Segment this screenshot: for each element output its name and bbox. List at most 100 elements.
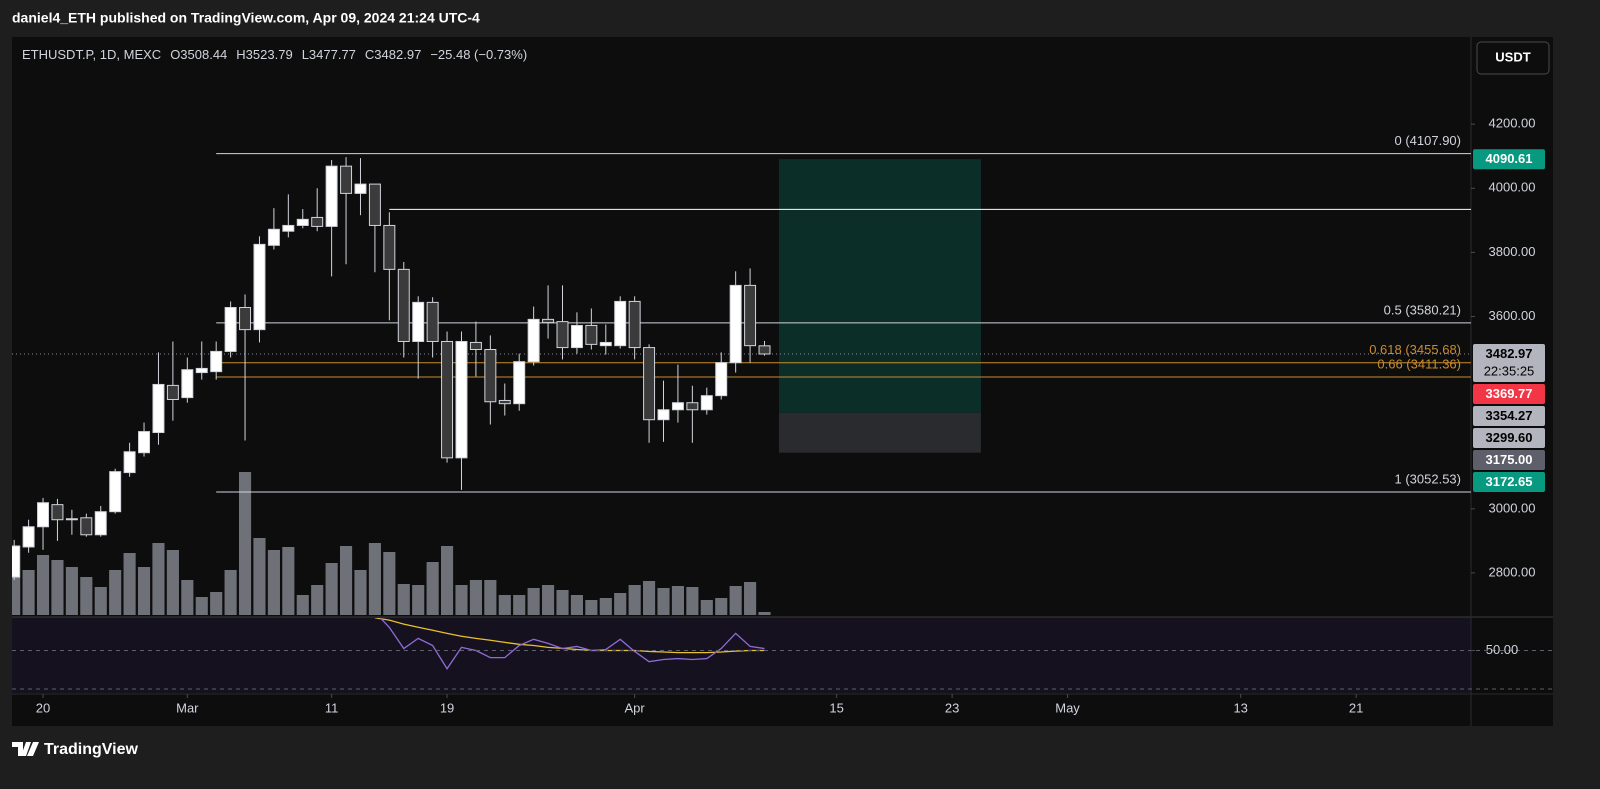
- candle-body: [37, 502, 50, 528]
- price-label-box: [1473, 149, 1545, 170]
- volume-bar: [542, 585, 555, 615]
- x-tick-label: 23: [945, 700, 959, 715]
- candle-body: [195, 367, 208, 374]
- candle-body: [614, 300, 627, 347]
- x-tick-label: 20: [36, 700, 50, 715]
- x-tick-label: 13: [1233, 700, 1247, 715]
- candle-body: [426, 301, 439, 342]
- y-tick-label: 2800.00: [1489, 564, 1536, 579]
- candle-body: [383, 224, 396, 270]
- candle-body: [484, 349, 497, 403]
- candle-body: [412, 301, 425, 342]
- volume-bar: [397, 584, 410, 615]
- volume-bar: [181, 580, 194, 615]
- brand-logo: [12, 742, 39, 756]
- candle-body: [282, 224, 295, 232]
- candle-body: [744, 284, 757, 347]
- volume-bar: [152, 543, 165, 615]
- volume-bar: [296, 595, 309, 615]
- candle-body: [311, 216, 324, 227]
- price-label: 3175.00: [1486, 452, 1533, 467]
- volume-bar: [282, 547, 295, 615]
- candle-body: [441, 340, 454, 459]
- y-tick-label: 3800.00: [1489, 244, 1536, 259]
- price-label: 3299.60: [1486, 430, 1533, 445]
- candle-body: [599, 341, 612, 347]
- candle-body: [368, 183, 381, 226]
- volume-bar: [715, 598, 728, 615]
- candle-body: [397, 268, 410, 342]
- candle-body: [686, 402, 699, 411]
- volume-bar: [51, 560, 64, 615]
- legend-open: O3508.44: [170, 47, 227, 62]
- candle-body: [700, 395, 713, 411]
- candle-body: [758, 345, 771, 355]
- y-tick-label: 3600.00: [1489, 308, 1536, 323]
- price-label: 3172.65: [1486, 474, 1533, 489]
- volume-bar: [238, 472, 252, 615]
- price-label-box: [1473, 343, 1545, 382]
- volume-bar: [628, 585, 641, 615]
- x-tick-label: Mar: [176, 700, 199, 715]
- legend: ETHUSDT.P, 1D, MEXC O3508.44 H3523.79 L3477…: [22, 47, 527, 62]
- candle-body: [715, 362, 728, 397]
- volume-bar: [469, 580, 482, 615]
- fib-label: 0.66 (3411.36): [1377, 356, 1461, 371]
- volume-bar: [22, 570, 35, 615]
- volume-bar: [339, 546, 353, 615]
- candle-body: [296, 218, 309, 226]
- candle-body: [166, 384, 179, 401]
- rsi-plot: [374, 618, 765, 670]
- volume-bar: [527, 588, 540, 615]
- volume-bar: [224, 570, 237, 615]
- fib-label: 1 (3052.53): [1395, 471, 1462, 486]
- volume-bar: [643, 581, 656, 615]
- candle-body: [643, 347, 656, 421]
- currency-label[interactable]: USDT: [1495, 49, 1530, 64]
- publisher: daniel4_ETH published on TradingView.com…: [12, 10, 480, 26]
- volume-bar: [412, 585, 425, 615]
- volume-bar: [455, 585, 468, 615]
- volume-bar: [744, 582, 757, 615]
- price-label-box: [1473, 427, 1545, 448]
- y-tick-label: 4000.00: [1489, 180, 1536, 195]
- candle-body: [138, 431, 151, 454]
- currency-button[interactable]: USDT: [1476, 41, 1550, 75]
- position-profit-zone: [778, 159, 981, 413]
- volume-bar: [94, 587, 107, 615]
- volume-bar: [657, 588, 670, 615]
- volume-bar: [137, 567, 151, 615]
- volume-bar: [354, 570, 367, 615]
- candle-body: [253, 243, 266, 331]
- x-tick-label: 21: [1349, 700, 1363, 715]
- candle-body: [628, 300, 641, 349]
- price-label-box: [1473, 449, 1545, 470]
- axes: 2800.00 3000.00 3600.00 3800.00 4000.00 4200.…: [12, 116, 1553, 715]
- currency-button-frame[interactable]: [1476, 41, 1550, 75]
- volume-bar: [686, 587, 699, 615]
- volume-bar: [195, 597, 208, 615]
- candle-body: [210, 350, 223, 373]
- price-label: 3354.27: [1486, 408, 1533, 423]
- rsi-tick-label: 50.00: [1486, 642, 1519, 657]
- legend-high: H3523.79: [236, 47, 292, 62]
- candle-body: [527, 318, 540, 363]
- candle-body: [455, 340, 468, 459]
- volume-bar: [80, 577, 93, 615]
- candle-body: [94, 511, 107, 536]
- volume-bar: [484, 580, 497, 615]
- x-tick-label: May: [1055, 700, 1080, 715]
- x-tick-label: Apr: [625, 700, 646, 715]
- candle-body: [65, 518, 78, 521]
- volume-bar: [267, 550, 280, 615]
- rsi-pane: [12, 617, 1471, 693]
- rsi-line: [379, 618, 765, 670]
- fib-label: 0 (4107.90): [1395, 133, 1462, 148]
- volume-bar: [700, 600, 713, 615]
- volume-bar: [311, 585, 324, 615]
- candle-body: [542, 318, 555, 324]
- price-label-box: [1473, 405, 1545, 426]
- candle-body: [556, 321, 569, 349]
